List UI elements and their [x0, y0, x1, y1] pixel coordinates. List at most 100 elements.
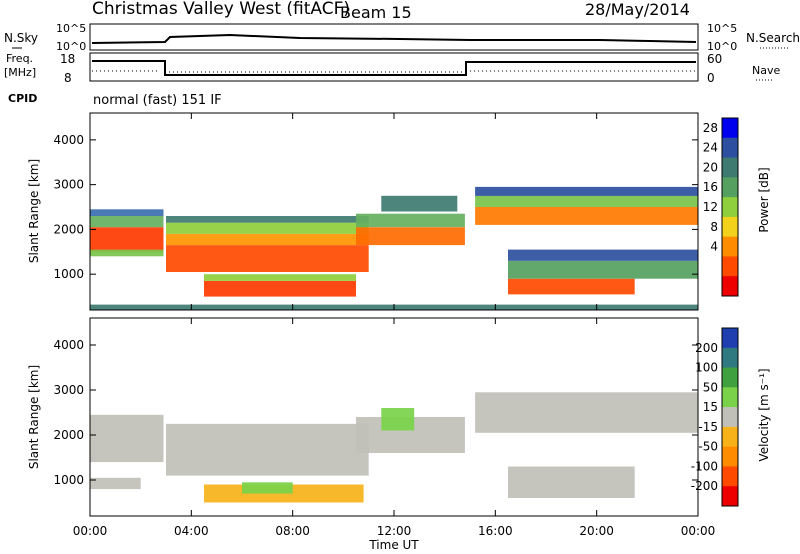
colorbar-tick-label-0-0: 28 — [703, 121, 718, 135]
log-tick-left-bottom: 10^0 — [56, 40, 86, 53]
freq-trace — [92, 60, 696, 76]
colorbar-tick-label-0-5: 8 — [710, 220, 718, 234]
echo-band-0-16 — [508, 278, 635, 295]
nsky-panel-frame — [89, 23, 699, 51]
colorbar-segment-0-1 — [722, 137, 738, 159]
echo-band-0-15 — [475, 186, 698, 196]
power-panel: 1000 2000 3000 4000 Slant Range [km] — [27, 112, 699, 311]
colorbar-tick-label-0-4: 12 — [703, 200, 718, 214]
velocity-panel: 1000 2000 3000 4000 Slant Range [km] — [27, 317, 699, 517]
nave-tick-top: 60 — [707, 52, 722, 66]
nave-tick-bottom: 0 — [707, 71, 715, 85]
colorbar-segment-1-4 — [722, 407, 738, 428]
echo-band-0-18 — [508, 249, 698, 261]
echo-band-0-14 — [475, 195, 698, 207]
time-tick-label-6: 00:00 — [681, 524, 716, 538]
range-tick-label-1-1: 2000 — [53, 428, 84, 442]
nsearch-label: N.Search — [746, 31, 800, 45]
time-tick-label-0: 00:00 — [73, 524, 108, 538]
time-tick-label-3: 12:00 — [377, 524, 412, 538]
echo-band-1-7 — [475, 392, 698, 433]
freq-label: Freq. — [6, 52, 33, 65]
echo-band-0-3 — [90, 209, 164, 216]
time-tick-label-1: 04:00 — [174, 524, 209, 538]
colorbar-segment-1-6 — [722, 446, 738, 467]
echo-band-0-17 — [508, 260, 698, 279]
power-data-layer — [90, 186, 698, 310]
colorbar-frame-1 — [721, 327, 739, 507]
echo-band-0-5 — [166, 233, 369, 246]
colorbar-segment-0-6 — [722, 236, 738, 257]
time-tick-label-2: 08:00 — [275, 524, 310, 538]
echo-band-0-4 — [166, 245, 369, 272]
range-tick-label-1-2: 3000 — [53, 383, 84, 397]
echo-band-0-9 — [204, 274, 356, 281]
colorbar-tick-label-0-2: 20 — [703, 160, 718, 174]
freq-panel-frame — [89, 52, 699, 82]
power-colorbar-label: Power [dB] — [757, 167, 771, 232]
colorbar-segment-1-1 — [722, 347, 738, 369]
freq-tick-top: 18 — [60, 52, 75, 66]
date-label: 28/May/2014 — [585, 0, 690, 19]
echo-band-1-2 — [166, 423, 369, 476]
echo-band-1-4 — [242, 482, 293, 494]
echo-band-1-6 — [381, 408, 415, 431]
colorbar-segment-1-8 — [722, 486, 738, 507]
nave-trace — [92, 70, 696, 73]
power-axes: 1000 2000 3000 4000 — [53, 113, 699, 310]
colorbar-segment-0-3 — [722, 177, 738, 198]
echo-band-1-0 — [90, 414, 164, 463]
echo-band-0-0 — [90, 227, 164, 252]
colorbar-segment-1-0 — [722, 328, 738, 349]
velocity-ylabel: Slant Range [km] — [27, 365, 41, 469]
echo-band-0-13 — [475, 207, 698, 225]
echo-band-0-2 — [90, 216, 164, 228]
nsky-trace — [91, 33, 697, 44]
colorbar-segment-1-2 — [722, 367, 738, 388]
station-title: Christmas Valley West (fitACF) — [92, 0, 350, 19]
colorbar-tick-label-1-0: 200 — [695, 341, 718, 355]
range-tick-label-1-3: 4000 — [53, 338, 84, 352]
colorbar-tick-label-1-7: -200 — [691, 479, 718, 493]
colorbar-segment-0-0 — [722, 118, 738, 139]
colorbar-segment-0-4 — [722, 197, 738, 218]
power-ylabel: Slant Range [km] — [27, 159, 41, 263]
nsky-label: N.Sky — [4, 31, 38, 45]
colorbar-tick-label-1-5: -50 — [698, 440, 718, 454]
colorbar-tick-label-0-6: 4 — [710, 240, 718, 254]
velocity-data-layer — [90, 392, 698, 503]
colorbar-segment-0-5 — [722, 216, 738, 238]
echo-band-1-8 — [508, 466, 635, 498]
cpid-label: CPID — [8, 92, 37, 105]
range-tick-label-0-0: 1000 — [53, 267, 84, 281]
range-tick-label-1-0: 1000 — [53, 473, 84, 487]
colorbar-segment-0-2 — [722, 157, 738, 178]
colorbar-segment-0-7 — [722, 256, 738, 277]
colorbar-tick-label-0-1: 24 — [703, 141, 718, 155]
colorbar-tick-label-0-3: 16 — [703, 180, 718, 194]
echo-band-0-6 — [166, 222, 369, 234]
colorbar-tick-label-1-2: 50 — [703, 380, 718, 394]
colorbar-tick-label-1-6: -100 — [691, 459, 718, 473]
nave-label: Nave — [752, 64, 780, 77]
log-tick-left-top: 10^5 — [56, 22, 86, 35]
echo-band-0-10 — [356, 227, 465, 246]
echo-band-1-1 — [90, 477, 141, 490]
echo-band-0-12 — [381, 195, 458, 212]
log-tick-right-bottom: 10^0 — [707, 40, 737, 53]
freq-unit: [MHz] — [4, 66, 36, 79]
power-colorbar: 28 24 20 16 12 8 4 — [703, 117, 739, 297]
time-axis-labels: 00:00 04:00 08:00 12:00 16:00 20:00 00:00 — [73, 524, 716, 538]
echo-band-0-11 — [356, 213, 465, 228]
colorbar-segment-1-7 — [722, 466, 738, 487]
colorbar-frame-0 — [721, 117, 739, 297]
echo-band-0-8 — [204, 280, 356, 297]
velocity-colorbar: 200 100 50 15 -15 -50 -100 -200 — [691, 327, 739, 507]
freq-tick-bottom: 8 — [64, 71, 72, 85]
time-axis-title: Time UT — [368, 538, 419, 552]
range-tick-label-0-3: 4000 — [53, 133, 84, 147]
time-tick-label-4: 16:00 — [478, 524, 513, 538]
velocity-colorbar-label: Velocity [m s⁻¹] — [757, 368, 771, 461]
echo-band-0-1 — [90, 249, 164, 257]
